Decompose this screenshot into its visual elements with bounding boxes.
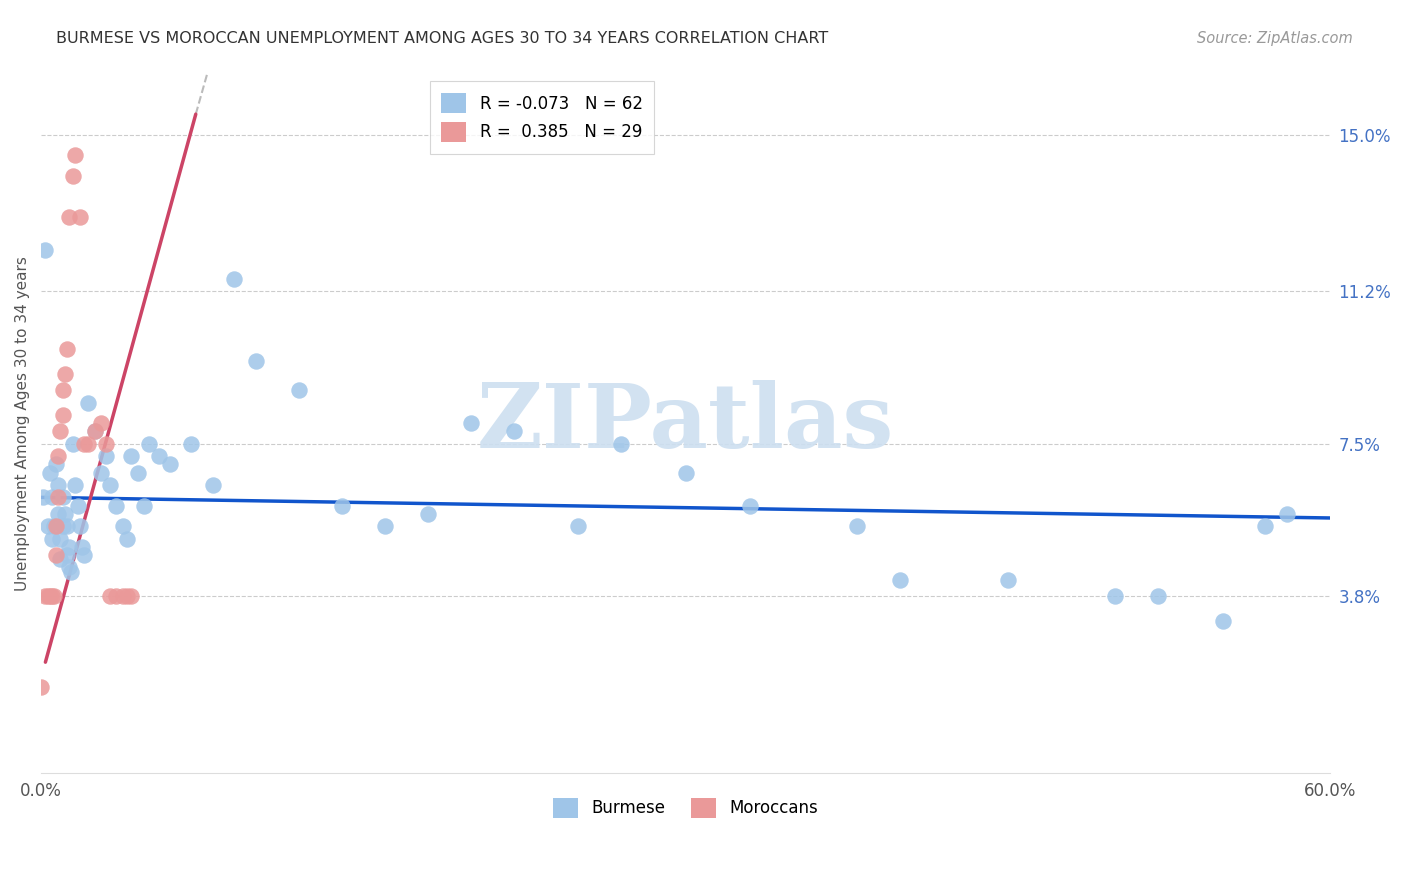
Point [52, 491, 75, 505]
Point [41, 589, 63, 603]
Point [460, 416, 482, 430]
Point [567, 519, 589, 533]
Point [111, 519, 134, 533]
Point [52, 383, 75, 397]
Point [374, 519, 396, 533]
Point [46, 507, 69, 521]
Point [502, 425, 524, 439]
Point [1147, 589, 1170, 603]
Text: BURMESE VS MOROCCAN UNEMPLOYMENT AMONG AGES 30 TO 34 YEARS CORRELATION CHART: BURMESE VS MOROCCAN UNEMPLOYMENT AMONG A… [56, 31, 828, 46]
Point [134, 499, 156, 513]
Point [675, 466, 697, 480]
Point [42, 589, 65, 603]
Point [77, 395, 100, 409]
Point [30, 680, 52, 694]
Point [997, 573, 1019, 587]
Point [330, 499, 353, 513]
Point [46, 478, 69, 492]
Point [180, 437, 202, 451]
Point [32, 491, 55, 505]
Point [83, 425, 105, 439]
Point [58, 540, 80, 554]
Point [610, 437, 633, 451]
Point [111, 589, 134, 603]
Point [98, 589, 121, 603]
Point [60, 565, 83, 579]
Point [288, 383, 311, 397]
Point [738, 499, 761, 513]
Point [115, 589, 138, 603]
Point [98, 478, 121, 492]
Point [65, 478, 87, 492]
Point [83, 425, 105, 439]
Point [115, 532, 138, 546]
Point [69, 210, 91, 224]
Point [49, 425, 72, 439]
Point [37, 519, 59, 533]
Point [77, 437, 100, 451]
Point [94, 437, 117, 451]
Point [62, 169, 84, 183]
Point [105, 499, 128, 513]
Point [46, 491, 69, 505]
Point [90, 416, 112, 430]
Text: ZIPatlas: ZIPatlas [477, 380, 894, 467]
Point [159, 458, 181, 472]
Point [201, 478, 224, 492]
Point [52, 408, 75, 422]
Point [38, 589, 60, 603]
Point [416, 507, 439, 521]
Point [41, 491, 63, 505]
Text: Source: ZipAtlas.com: Source: ZipAtlas.com [1197, 31, 1353, 46]
Point [1211, 614, 1233, 628]
Point [34, 589, 56, 603]
Point [56, 548, 79, 562]
Point [49, 552, 72, 566]
Point [58, 560, 80, 574]
Point [38, 466, 60, 480]
Point [73, 548, 96, 562]
Point [1104, 589, 1126, 603]
Point [224, 272, 246, 286]
Point [94, 449, 117, 463]
Point [1275, 507, 1298, 521]
Point [46, 449, 69, 463]
Point [120, 449, 142, 463]
Point [41, 532, 63, 546]
Point [245, 354, 267, 368]
Point [138, 437, 160, 451]
Point [42, 519, 65, 533]
Point [45, 548, 67, 562]
Point [1254, 519, 1277, 533]
Point [148, 449, 170, 463]
Point [52, 519, 75, 533]
Point [70, 540, 93, 554]
Point [90, 466, 112, 480]
Point [69, 519, 91, 533]
Y-axis label: Unemployment Among Ages 30 to 34 years: Unemployment Among Ages 30 to 34 years [15, 256, 30, 591]
Point [105, 589, 128, 603]
Point [889, 573, 911, 587]
Point [45, 458, 67, 472]
Legend: Burmese, Moroccans: Burmese, Moroccans [547, 791, 824, 824]
Point [45, 519, 67, 533]
Point [53, 367, 76, 381]
Point [37, 589, 59, 603]
Point [127, 466, 149, 480]
Point [53, 507, 76, 521]
Point [49, 532, 72, 546]
Point [73, 437, 96, 451]
Point [58, 210, 80, 224]
Point [120, 589, 142, 603]
Point [66, 499, 89, 513]
Point [65, 148, 87, 162]
Point [56, 519, 79, 533]
Point [846, 519, 869, 533]
Point [56, 342, 79, 356]
Point [62, 437, 84, 451]
Point [34, 243, 56, 257]
